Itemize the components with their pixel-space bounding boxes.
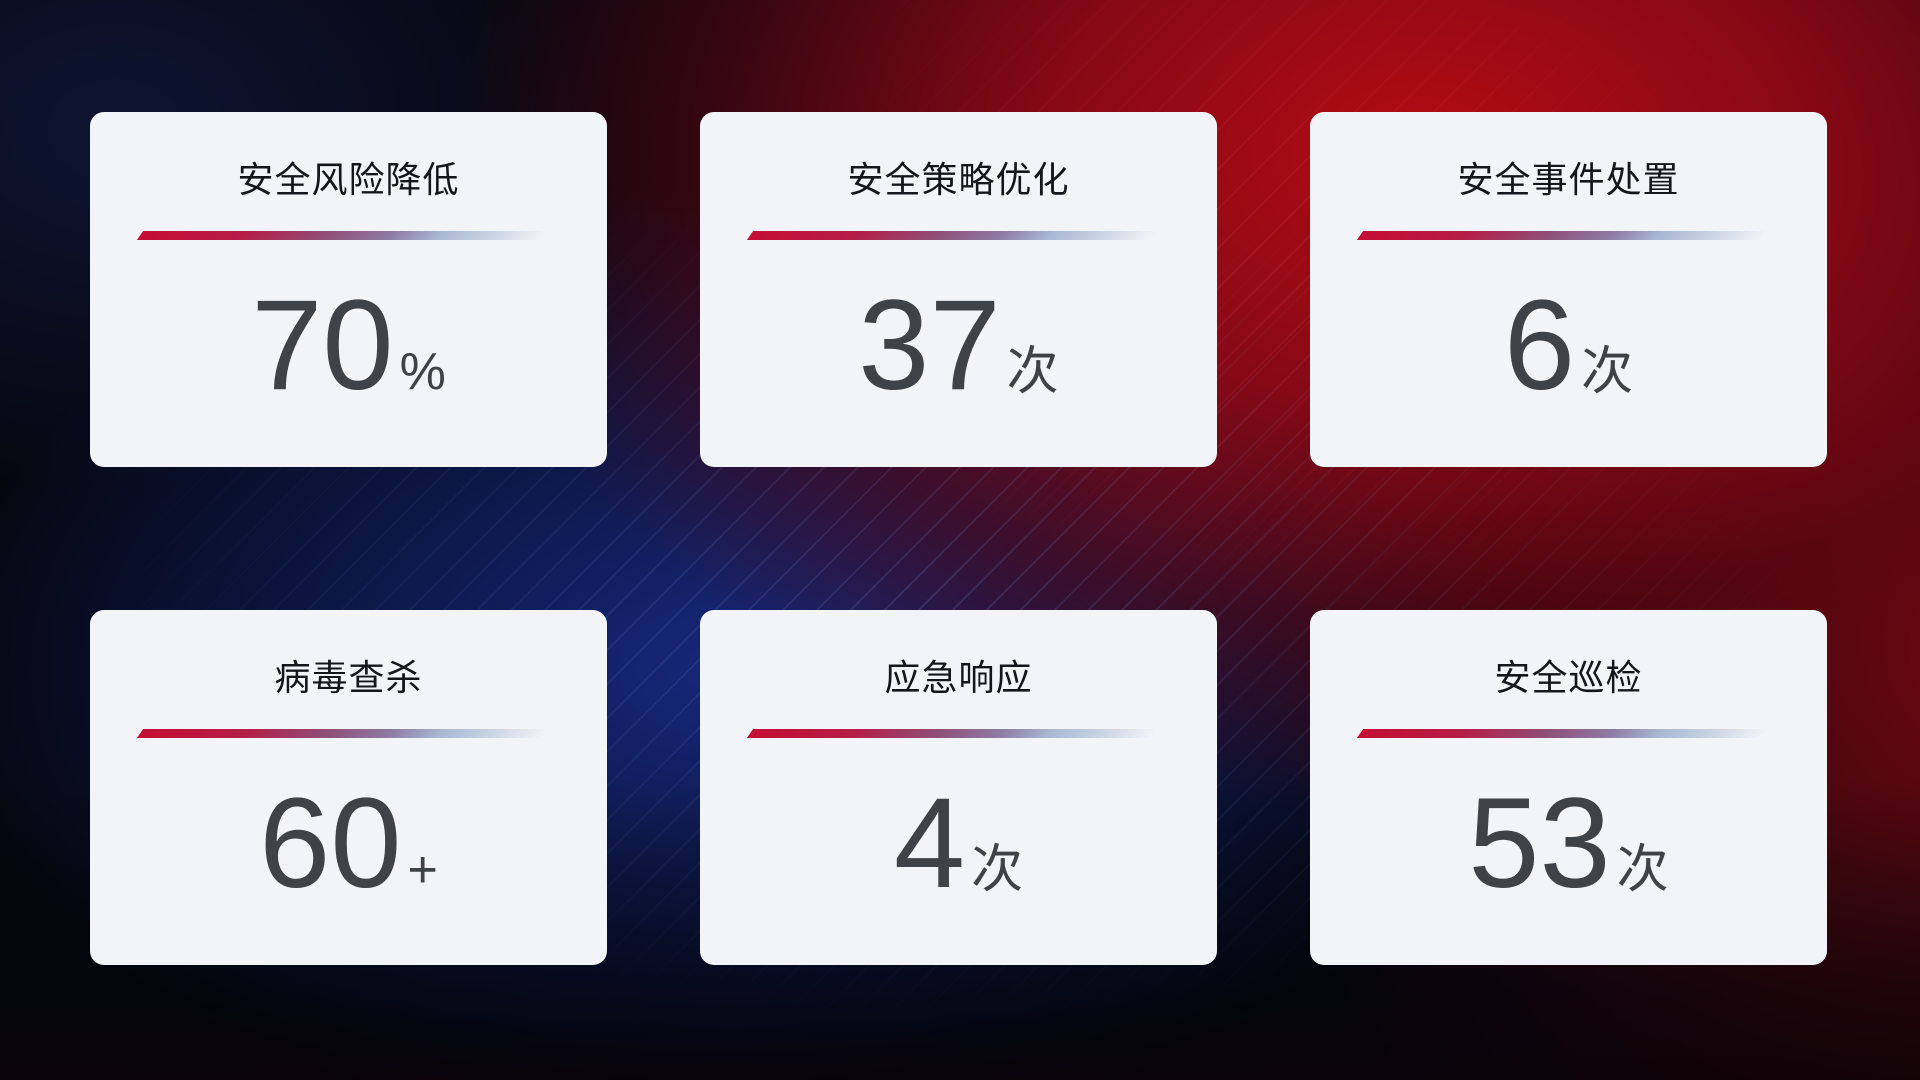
gradient-divider xyxy=(746,231,1171,241)
gradient-divider xyxy=(1356,729,1781,739)
stat-card-security-inspection: 安全巡检 53 次 xyxy=(1310,610,1827,965)
stat-card-value: 53 次 xyxy=(1310,780,1827,908)
stat-card-title: 病毒查杀 xyxy=(274,657,423,698)
stat-value-number: 60 xyxy=(259,772,402,916)
stat-value-number: 4 xyxy=(893,772,966,916)
stat-value-suffix: 次 xyxy=(1581,343,1634,402)
stat-card-value: 60 + xyxy=(90,780,607,908)
stat-card-value: 70% xyxy=(90,282,607,410)
stat-value-suffix: 次 xyxy=(1006,343,1059,402)
stat-value-number: 6 xyxy=(1503,274,1576,418)
stat-card-policy-optimization: 安全策略优化 37 次 xyxy=(700,112,1217,467)
stat-value-number: 53 xyxy=(1468,772,1611,916)
stat-card-title: 安全风险降低 xyxy=(237,159,460,200)
stat-value-suffix: 次 xyxy=(971,841,1024,900)
stat-value-number: 70 xyxy=(251,274,394,418)
gradient-divider xyxy=(1356,231,1781,241)
gradient-divider xyxy=(136,729,561,739)
stat-card-risk-reduction: 安全风险降低 70% xyxy=(90,112,607,467)
stat-card-value: 37 次 xyxy=(700,282,1217,410)
stat-card-title: 安全策略优化 xyxy=(847,159,1070,200)
gradient-divider xyxy=(136,231,561,241)
stat-card-title: 应急响应 xyxy=(884,657,1033,698)
stat-value-suffix: % xyxy=(399,343,446,402)
stat-value-number: 37 xyxy=(858,274,1001,418)
stat-value-suffix: + xyxy=(407,841,438,900)
gradient-divider xyxy=(746,729,1171,739)
stat-card-title: 安全事件处置 xyxy=(1457,159,1680,200)
stat-card-virus-scan: 病毒查杀 60 + xyxy=(90,610,607,965)
stat-card-title: 安全巡检 xyxy=(1494,657,1643,698)
stat-value-suffix: 次 xyxy=(1616,841,1669,900)
